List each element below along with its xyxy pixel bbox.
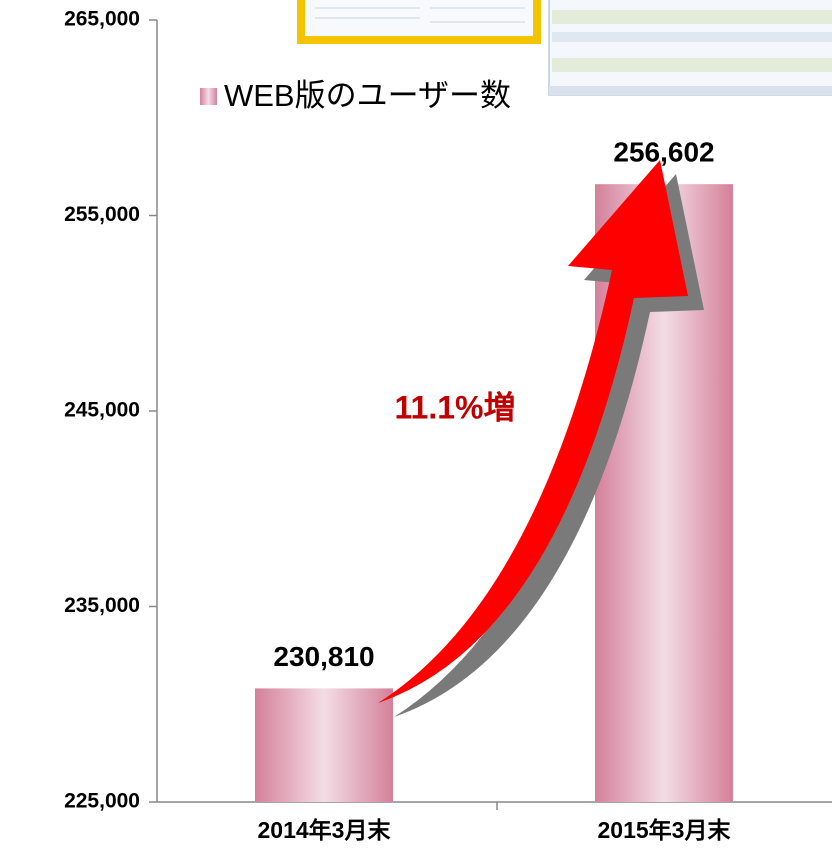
y-tick-label: 245,000 xyxy=(64,399,140,422)
page: WEB版のユーザー数 11.1%増 225,000 235,000 245,000 2… xyxy=(0,0,832,859)
legend-label: WEB版のユーザー数 xyxy=(224,78,511,113)
x-tick-label: 2015年3月末 xyxy=(598,817,732,843)
value-label: 256,602 xyxy=(613,137,714,168)
y-tick-label: 225,000 xyxy=(64,790,140,813)
value-label: 230,810 xyxy=(273,641,374,672)
thumbnail-right xyxy=(549,0,832,95)
y-tick-label: 235,000 xyxy=(64,594,140,617)
x-tick-label: 2014年3月末 xyxy=(258,817,392,843)
annotation: 11.1%増 xyxy=(395,389,516,425)
legend-swatch xyxy=(200,88,217,105)
bar xyxy=(255,688,393,802)
y-tick-label: 265,000 xyxy=(64,8,140,31)
y-tick-label: 255,000 xyxy=(64,203,140,226)
chart: WEB版のユーザー数 11.1%増 225,000 235,000 245,000 2… xyxy=(0,0,832,859)
thumbnail-left xyxy=(301,0,537,40)
